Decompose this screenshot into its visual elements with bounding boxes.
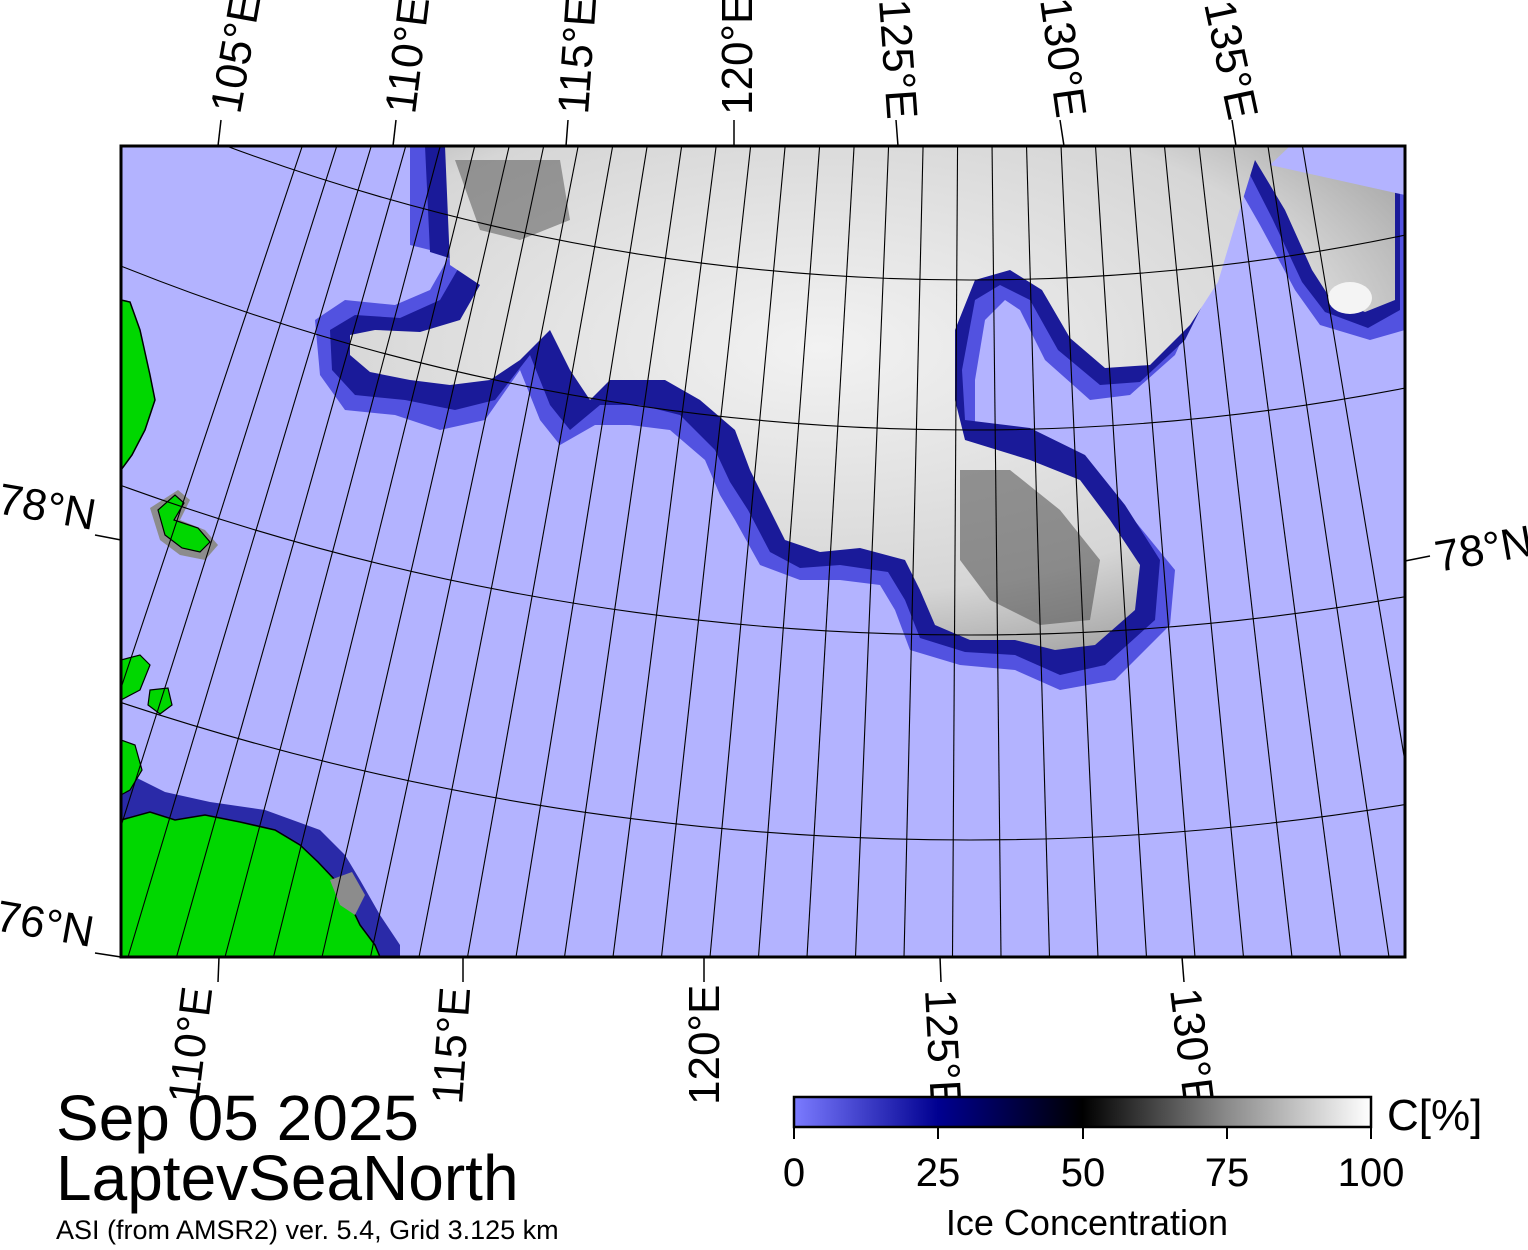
graticule-line (369, 146, 545, 957)
colorbar-ticks (793, 1127, 1372, 1139)
lon-label-top-105: 105°E (202, 0, 271, 117)
graticule-line (121, 146, 303, 690)
graticule-line (321, 146, 510, 957)
land-taymyr (121, 811, 381, 957)
ice-polynya (1270, 146, 1405, 195)
graticule-line (660, 146, 752, 957)
graticule-line (224, 146, 441, 957)
graticule-line (1267, 146, 1390, 957)
graticule-line (1301, 146, 1405, 766)
map-product-info: ASI (from AMSR2) ver. 5.4, Grid 3.125 km (56, 1215, 559, 1245)
lon-label-top-120: 120°E (713, 0, 762, 115)
lat-label-left-78: 78°N (0, 475, 100, 540)
pack-ice (350, 146, 1395, 650)
graticule (121, 146, 1405, 957)
lat-label-left-76: 76°N (0, 892, 98, 957)
graticule-line (903, 146, 924, 957)
map-date: Sep 05 2025 (56, 1082, 419, 1154)
graticule-line (121, 484, 1405, 636)
colorbar-tick-label: 0 (783, 1151, 805, 1195)
colorbar-unit-label: C[%] (1387, 1091, 1482, 1140)
graticule-line (612, 146, 717, 957)
colorbar (792, 1095, 1373, 1129)
graticule-line (272, 146, 476, 957)
lon-label-bottom-115: 115°E (423, 985, 480, 1105)
ice-dark-patch (960, 470, 1100, 625)
graticule-line (418, 146, 579, 957)
land-severnaya-zemlya (121, 299, 156, 472)
lon-label-top-125: 125°E (869, 0, 926, 121)
graticule-line (127, 146, 372, 957)
graticule-line (563, 146, 683, 957)
graticule-line (1060, 146, 1099, 957)
graticule-line (1232, 146, 1342, 957)
map-region-title: LaptevSeaNorth (56, 1142, 519, 1214)
map-frame (119, 144, 1407, 959)
colorbar-tick-label: 75 (1205, 1151, 1250, 1195)
top-longitude-axis (217, 119, 1237, 147)
graticule-line (1025, 146, 1051, 957)
graticule-line (121, 701, 1405, 841)
graticule-line (806, 146, 855, 957)
lon-label-top-115: 115°E (549, 0, 606, 116)
lon-label-top-135: 135°E (1194, 0, 1267, 124)
colorbar-tick-label: 50 (1061, 1151, 1106, 1195)
graticule-line (1129, 146, 1196, 957)
ice-dark-patch (455, 160, 570, 240)
lon-label-bottom-120: 120°E (680, 985, 729, 1105)
bottom-longitude-axis (217, 956, 1185, 983)
graticule-line (175, 146, 407, 957)
lon-label-bottom-125: 125°E (915, 988, 970, 1111)
graticule-line (951, 146, 959, 957)
graticule-line (1198, 146, 1293, 957)
colorbar-title: Ice Concentration (946, 1202, 1228, 1243)
graticule-line (991, 146, 1002, 957)
lon-label-top-130: 130°E (1030, 0, 1095, 121)
graticule-line (515, 146, 648, 957)
graticule-line (854, 146, 890, 957)
graticule-line (225, 146, 1405, 281)
latitude-axis (94, 534, 1431, 958)
lat-label-right-78: 78°N (1431, 517, 1528, 582)
graticule-line (121, 146, 338, 829)
lon-label-top-110: 110°E (376, 0, 439, 116)
ice-floe (1328, 282, 1372, 314)
colorbar-tick-label: 100 (1338, 1151, 1405, 1195)
graticule-line (121, 265, 1405, 431)
lon-label-bottom-130: 130°E (1160, 985, 1223, 1110)
graticule-line (709, 146, 786, 957)
graticule-line (1094, 146, 1148, 957)
colorbar-tick-label: 25 (916, 1151, 961, 1195)
graticule-line (1163, 146, 1245, 957)
graticule-line (466, 146, 614, 957)
graticule-line (757, 146, 821, 957)
